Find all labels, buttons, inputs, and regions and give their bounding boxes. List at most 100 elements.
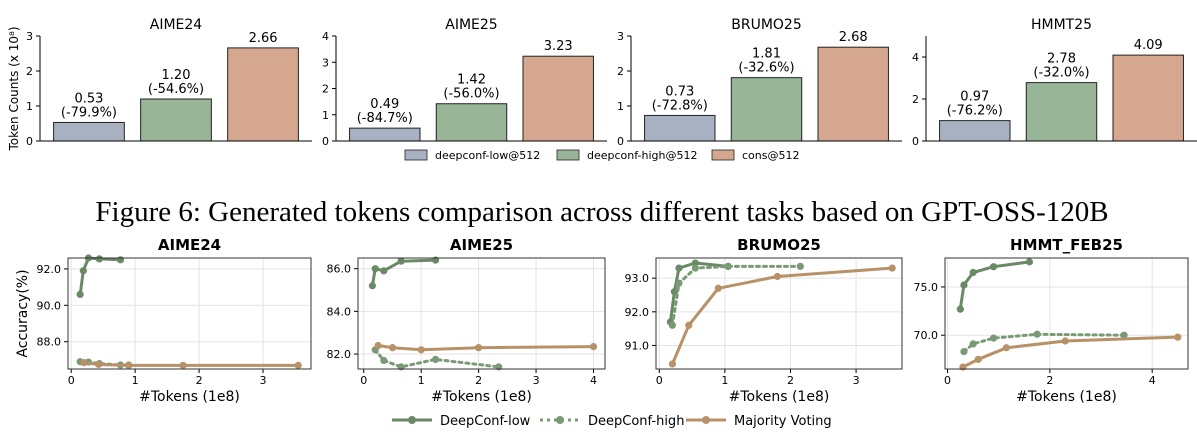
bar-value-label-aime25: (-84.7%)	[357, 111, 413, 126]
bar-ytick-label-aime25: 3	[322, 56, 329, 69]
series-line-aime25-majority-voting	[376, 344, 595, 352]
data-point-aime25-majority-voting	[388, 344, 397, 352]
line-xtick-label-brumo25: 3	[853, 374, 860, 387]
series-line-hmmt-feb25-majority-voting	[961, 335, 1180, 369]
legend-marker-deepconf-low	[408, 416, 416, 424]
bar-ytick-label-brumo25: 3	[617, 30, 624, 43]
line-ytick-label-hmmt-feb25: 70.0	[914, 329, 939, 342]
bar-value-label-hmmt25: 2.78	[1047, 52, 1076, 67]
figure-caption: Figure 6: Generated tokens comparison ac…	[95, 196, 1108, 228]
bar-brumo25-deepconf-low-512	[644, 114, 716, 142]
bar-aime24-deepconf-low-512	[53, 121, 125, 142]
legend-label-deepconf-high: deepconf-high@512	[587, 149, 697, 162]
legend-label-cons: cons@512	[742, 149, 799, 162]
data-point-hmmt-feb25-majority-voting	[974, 355, 982, 363]
data-point-hmmt-feb25-deepconf-low	[1025, 258, 1034, 266]
line-xtick-label-hmmt-feb25: 4	[1149, 374, 1156, 387]
bar-brumo25-deepconf-high-512	[730, 77, 803, 142]
data-point-hmmt-feb25-majority-voting	[1002, 344, 1010, 352]
bar-value-label-brumo25: (-72.8%)	[652, 98, 708, 113]
bar-chart-title-aime25: AIME25	[445, 17, 497, 33]
data-point-hmmt-feb25-deepconf-high	[1033, 330, 1041, 338]
bar-value-label-brumo25: (-32.6%)	[738, 61, 794, 76]
bar-ytick-label-aime25: 4	[322, 30, 329, 43]
bar-value-label-brumo25: 2.68	[839, 30, 868, 45]
data-point-brumo25-deepconf-high	[675, 279, 683, 287]
bar-value-label-aime24: 2.66	[249, 31, 278, 46]
line-ytick-label-brumo25: 91.0	[625, 339, 650, 352]
data-point-aime25-deepconf-high	[431, 355, 440, 363]
data-point-aime24-deepconf-low	[76, 290, 84, 298]
data-point-aime24-majority-voting	[95, 360, 103, 369]
line-xtick-label-aime25: 3	[533, 374, 540, 387]
data-point-brumo25-deepconf-low	[675, 264, 683, 272]
bar-value-label-aime24: 1.20	[162, 68, 191, 83]
line-xtick-label-aime25: 2	[475, 374, 482, 387]
data-point-brumo25-majority-voting	[685, 321, 693, 329]
line-xtick-label-brumo25: 1	[721, 374, 728, 387]
bar-value-label-hmmt25: (-32.0%)	[1033, 66, 1089, 81]
bar-brumo25-cons-512	[817, 46, 889, 142]
data-point-hmmt-feb25-majority-voting	[1061, 337, 1069, 345]
data-point-aime25-deepconf-low	[380, 267, 388, 275]
line-ytick-label-brumo25: 93.0	[625, 272, 650, 285]
legend-label-line-deepconf-high: DeepConf-high	[588, 414, 684, 429]
data-point-aime25-majority-voting	[374, 341, 382, 350]
data-point-brumo25-deepconf-high	[668, 321, 677, 329]
axes-layer	[36, 35, 1197, 373]
bar-value-label-aime25: 3.23	[544, 39, 573, 54]
data-point-brumo25-deepconf-high	[724, 262, 732, 271]
bar-ytick-label-aime25: 0	[322, 135, 329, 148]
line-xtick-label-aime25: 1	[418, 374, 425, 387]
line-frame-aime25	[357, 257, 606, 370]
data-point-aime24-deepconf-low	[79, 267, 87, 275]
line-x-axis-label-aime25: #Tokens (1e8)	[431, 389, 532, 405]
data-point-aime25-majority-voting	[589, 342, 598, 351]
legend-swatch-deepconf-high	[556, 149, 580, 161]
line-frame-aime24	[67, 257, 312, 370]
legend-label-line-majority: Majority Voting	[734, 414, 832, 429]
text-layer: AIME24 0 1 2 3 0.53(-79.9%) 1.20(-54.6%) 2.66 To…	[7, 17, 1163, 405]
legend-marker-deepconf-high	[556, 416, 564, 424]
legend-swatch-cons	[711, 149, 735, 161]
bar-ytick-label-aime24: 1	[26, 100, 33, 113]
bar-value-label-aime24: (-54.6%)	[148, 82, 204, 97]
legend-label-line-deepconf-low: DeepConf-low	[440, 414, 531, 429]
bar-ytick-label-hmmt25: 4	[912, 51, 919, 64]
bar-value-label-hmmt25: 4.09	[1134, 38, 1163, 53]
line-ytick-label-aime25: 82.0	[327, 348, 352, 361]
line-chart-title-brumo25: BRUMO25	[737, 236, 821, 254]
data-point-hmmt-feb25-deepconf-high	[960, 348, 968, 356]
bar-ytick-label-hmmt25: 0	[912, 135, 919, 148]
data-point-hmmt-feb25-majority-voting	[1174, 333, 1182, 341]
data-point-aime24-majority-voting	[125, 361, 133, 369]
bar-ytick-label-aime24: 0	[26, 135, 33, 148]
series-line-aime24-deepconf-low	[78, 256, 122, 296]
line-xtick-label-brumo25: 2	[787, 374, 794, 387]
data-point-hmmt-feb25-deepconf-high	[1120, 331, 1128, 339]
bar-value-label-hmmt25: 0.97	[960, 90, 989, 105]
data-point-hmmt-feb25-deepconf-high	[990, 334, 998, 342]
line-ytick-label-aime24: 88.0	[37, 336, 62, 349]
bar-chart-title-hmmt25: HMMT25	[1031, 17, 1092, 33]
line-chart-title-aime25: AIME25	[450, 236, 513, 254]
line-frame-brumo25	[655, 257, 903, 370]
grid-layer	[68, 258, 1188, 369]
line-xtick-label-hmmt-feb25: 2	[1046, 374, 1053, 387]
data-point-brumo25-deepconf-low	[691, 259, 699, 267]
bar-aime25-deepconf-low-512	[349, 127, 421, 142]
data-point-aime25-deepconf-low	[371, 265, 379, 273]
bar-aime24-deepconf-high-512	[140, 98, 212, 142]
bar-ytick-label-brumo25: 1	[617, 100, 624, 113]
line-xtick-label-hmmt-feb25: 0	[944, 374, 951, 387]
line-ytick-label-aime24: 90.0	[37, 299, 62, 312]
line-x-axis-label-brumo25: #Tokens (1e8)	[729, 389, 830, 405]
data-point-brumo25-deepconf-high	[796, 262, 804, 271]
data-point-hmmt-feb25-deepconf-low	[956, 305, 964, 313]
line-x-axis-label-hmmt-feb25: #Tokens (1e8)	[1016, 389, 1117, 405]
data-point-hmmt-feb25-deepconf-low	[990, 263, 998, 271]
bar-value-label-brumo25: 1.81	[752, 47, 781, 62]
data-point-aime24-majority-voting	[179, 361, 187, 369]
data-point-brumo25-majority-voting	[714, 284, 722, 292]
